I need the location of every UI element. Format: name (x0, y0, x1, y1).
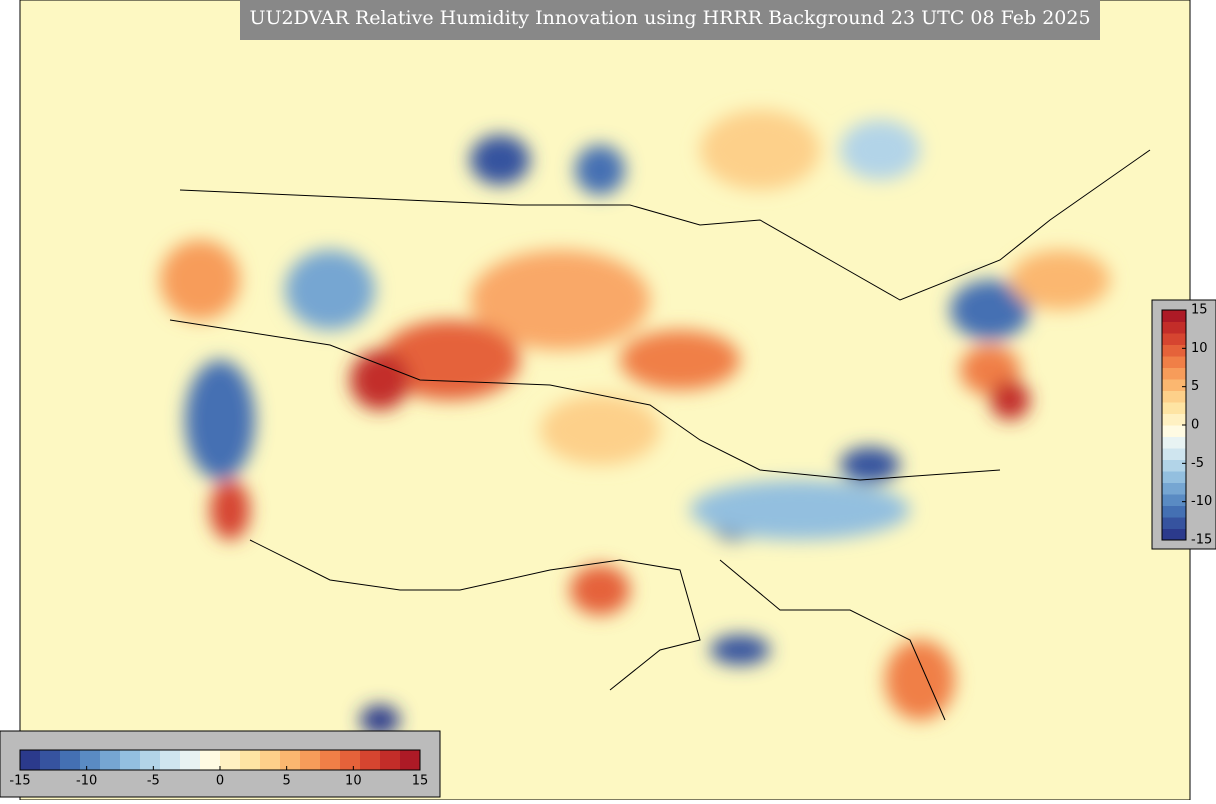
color-step (1162, 528, 1186, 541)
color-step (1162, 494, 1186, 506)
color-step (1162, 517, 1186, 529)
color-step (1162, 459, 1186, 472)
title: UU2DVAR Relative Humidity Innovation usi… (249, 7, 1090, 29)
tick-label: -10 (1191, 494, 1212, 509)
color-step (1162, 344, 1186, 357)
color-step (80, 750, 101, 770)
tick-label: 0 (216, 774, 224, 789)
borders (169, 149, 1151, 721)
tick-label: 5 (283, 774, 291, 789)
tick-label: 10 (345, 774, 362, 789)
color-step (180, 750, 201, 770)
title-box (240, 0, 1100, 40)
color-step (1162, 356, 1186, 368)
tick-label: 10 (1191, 341, 1208, 356)
field (160, 110, 1110, 735)
color-step (260, 750, 281, 770)
colorbar: -15 -10 -5 0 5 10 15 (9, 749, 429, 789)
color-step (1162, 367, 1186, 380)
color-step (1162, 379, 1186, 391)
color-step (1162, 321, 1186, 334)
color-step (20, 750, 41, 770)
color-step (160, 750, 181, 770)
color-step (1162, 482, 1186, 495)
tick-label: -5 (147, 774, 160, 789)
color-step (360, 750, 381, 770)
color-step (40, 750, 61, 770)
color-step (340, 750, 361, 770)
color-step (1162, 310, 1186, 322)
color-step (320, 750, 341, 770)
color-step (240, 750, 261, 770)
color-step (1162, 390, 1186, 403)
tick-label: 15 (412, 774, 429, 789)
color-step (1162, 505, 1186, 518)
tick-label: -15 (1191, 533, 1212, 548)
color-step (280, 750, 301, 770)
color-step (1162, 402, 1186, 414)
color-step (60, 750, 81, 770)
side-colorbar: 15 10 5 0 -5 -10 -15 (1161, 303, 1212, 548)
color-step (120, 750, 141, 770)
color-step (1162, 413, 1186, 426)
tick-label: 15 (1191, 303, 1208, 318)
color-step (1162, 333, 1186, 345)
color-step (1162, 448, 1186, 460)
color-step (1162, 436, 1186, 449)
color-step (220, 750, 241, 770)
color-step (1162, 425, 1186, 437)
color-step (380, 750, 401, 770)
tick-label: 5 (1191, 379, 1199, 394)
color-step (200, 750, 221, 770)
color-step (100, 750, 121, 770)
color-step (400, 750, 421, 770)
tick-label: -15 (9, 774, 30, 789)
tick-label: -5 (1191, 456, 1204, 471)
tick-label: 0 (1191, 418, 1199, 433)
color-step (300, 750, 321, 770)
color-step (1162, 471, 1186, 483)
tick-label: -10 (76, 774, 97, 789)
color-step (140, 750, 161, 770)
